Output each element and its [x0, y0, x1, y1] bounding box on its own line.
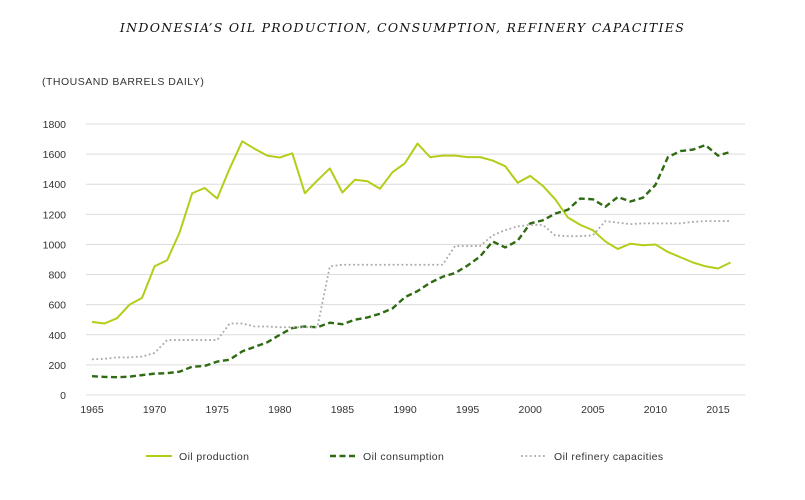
legend-label: Oil consumption — [363, 451, 444, 463]
y-tick-label: 600 — [48, 300, 66, 312]
y-tick-label: 800 — [48, 270, 66, 282]
y-tick-label: 0 — [60, 390, 66, 402]
x-tick-label: 2000 — [519, 404, 543, 416]
x-tick-label: 1970 — [143, 404, 167, 416]
legend-label: Oil refinery capacities — [554, 451, 664, 463]
x-tick-label: 2010 — [644, 404, 668, 416]
x-tick-label: 1980 — [268, 404, 292, 416]
x-tick-label: 1975 — [206, 404, 230, 416]
y-tick-label: 1600 — [43, 149, 67, 161]
y-tick-label: 400 — [48, 330, 66, 342]
x-tick-label: 1995 — [456, 404, 480, 416]
series-line-oil-refinery-capacities — [91, 220, 731, 361]
y-tick-label: 1400 — [43, 179, 67, 191]
chart-title: INDONESIA’S OIL PRODUCTION, CONSUMPTION,… — [119, 20, 686, 35]
y-tick-label: 1000 — [43, 239, 67, 251]
series-line-oil-consumption — [91, 143, 731, 379]
y-tick-label: 200 — [48, 360, 66, 372]
y-tick-label: 1200 — [43, 209, 67, 221]
x-tick-label: 1990 — [393, 404, 417, 416]
legend-label: Oil production — [179, 451, 249, 463]
x-tick-label: 1985 — [331, 404, 355, 416]
series-line-oil-production — [91, 140, 731, 325]
x-tick-label: 2015 — [706, 404, 730, 416]
x-tick-label: 2005 — [581, 404, 605, 416]
x-tick-label: 1965 — [80, 404, 104, 416]
y-tick-label: 1800 — [43, 119, 67, 131]
y-axis-unit-label: (THOUSAND BARRELS DAILY) — [42, 76, 205, 88]
